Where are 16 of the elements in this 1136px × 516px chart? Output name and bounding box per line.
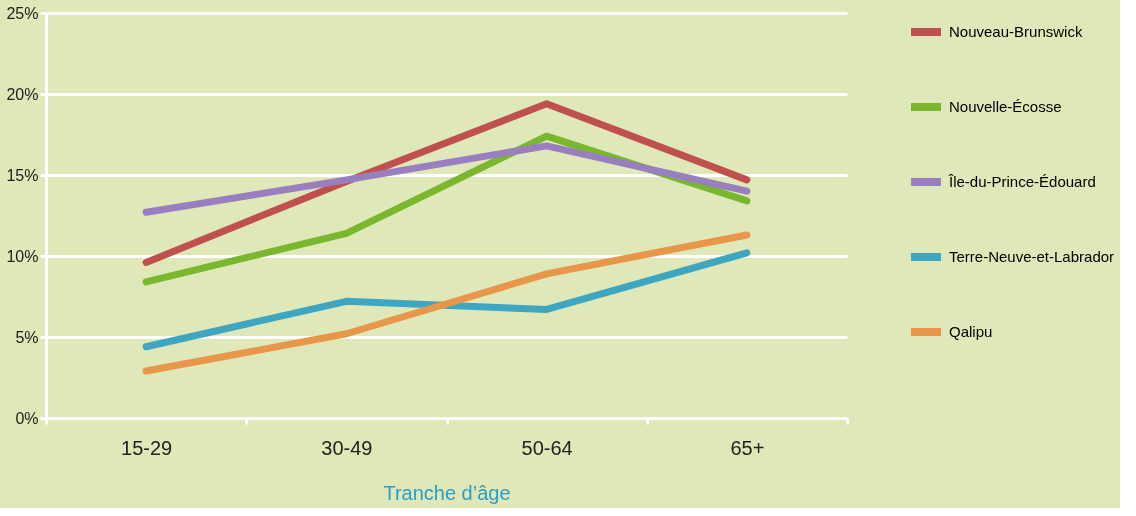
y-tick-label: 5% — [15, 328, 39, 346]
legend-label: Terre-Neuve-et-Labrador — [949, 248, 1115, 265]
x-axis-title: Tranche d’âge — [383, 481, 511, 504]
legend-label: Nouveau-Brunswick — [949, 23, 1083, 40]
y-tick-label: 10% — [6, 247, 39, 265]
y-tick-label: 20% — [6, 85, 39, 103]
legend-label: Qalipu — [949, 323, 993, 340]
y-tick-label: 25% — [6, 4, 39, 22]
x-tick-label: 30-49 — [321, 436, 373, 459]
x-tick-label: 50-64 — [521, 436, 573, 459]
legend-label: Nouvelle-Écosse — [949, 98, 1062, 115]
x-tick-label: 65+ — [730, 436, 765, 459]
legend-label: Île-du-Prince-Édouard — [948, 173, 1096, 190]
y-tick-label: 15% — [6, 166, 39, 184]
x-tick-label: 15-29 — [121, 436, 173, 459]
y-tick-label: 0% — [15, 409, 39, 427]
